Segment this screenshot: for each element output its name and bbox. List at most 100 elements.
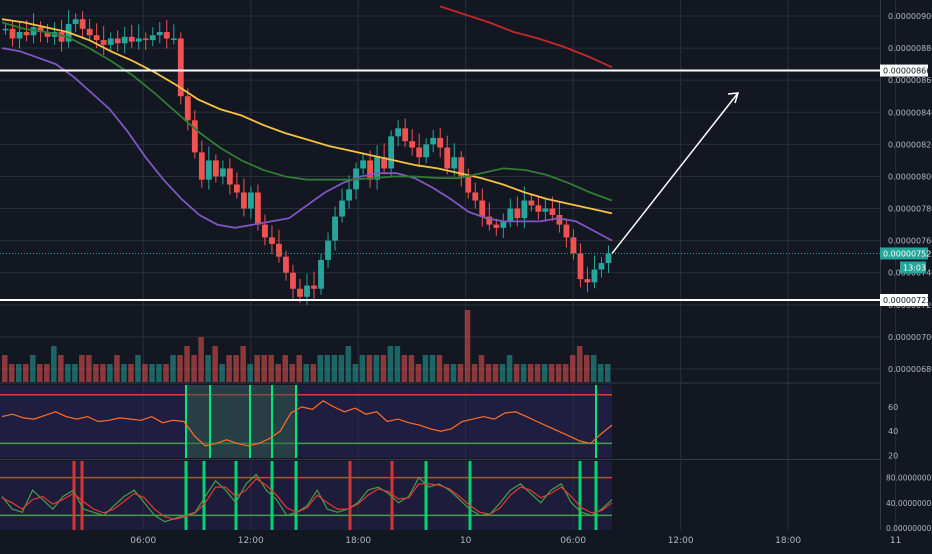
candle-body <box>479 200 486 217</box>
volume-bar <box>387 346 394 382</box>
countdown-tag <box>900 261 926 274</box>
candle-body <box>598 263 605 270</box>
candle-body <box>128 36 135 42</box>
y-tick-label: 0.00000780 <box>888 205 932 214</box>
volume-bar <box>191 355 197 382</box>
candle-body <box>563 224 570 238</box>
volume-bar <box>121 364 127 382</box>
volume-bar <box>107 364 113 382</box>
candle-body <box>16 32 23 39</box>
volume-bar <box>499 364 506 382</box>
countdown-label: 13:03 <box>903 263 926 272</box>
current-price-label: 0.00000752 <box>883 249 931 258</box>
candle-body <box>311 285 317 289</box>
level-price-label: 0.00000723 <box>883 296 931 305</box>
volume-bar <box>464 310 471 382</box>
y-tick-label: 0.00000860 <box>888 76 932 85</box>
candle-body <box>290 272 296 289</box>
volume-bar <box>177 355 183 382</box>
volume-bar <box>58 355 64 382</box>
stoch-signal-marker <box>294 461 298 530</box>
stoch-y-tick-label: 0.00000000 <box>886 524 932 533</box>
candle-body <box>605 253 612 264</box>
candle-body <box>556 214 563 225</box>
rsi-y-tick-label: 60 <box>888 403 898 412</box>
volume-bar <box>422 355 429 382</box>
volume-bar <box>23 364 29 382</box>
volume-bar <box>331 355 338 382</box>
volume-bar <box>16 364 22 382</box>
volume-bar <box>513 364 520 382</box>
candle-body <box>591 269 598 283</box>
volume-bar <box>317 355 324 382</box>
volume-bar <box>205 355 211 382</box>
volume-bar <box>156 364 162 382</box>
volume-bar <box>324 355 331 382</box>
volume-bar <box>576 346 583 382</box>
candle-body <box>297 288 303 297</box>
volume-bar <box>506 355 513 382</box>
candle-body <box>416 147 423 158</box>
volume-bar <box>30 355 36 382</box>
candle-body <box>100 40 107 45</box>
candle-body <box>23 32 30 36</box>
candle-body <box>367 160 374 180</box>
candle-body <box>276 243 282 257</box>
candle-body <box>451 157 458 169</box>
volume-bar <box>604 364 611 382</box>
volume-bar <box>226 355 232 382</box>
candle-body <box>2 28 9 31</box>
moving-average-line <box>1 18 613 215</box>
rsi-oversold-zone <box>186 385 298 458</box>
stoch-signal-marker <box>594 461 598 530</box>
volume-bar <box>555 364 562 382</box>
candle-body <box>570 237 577 254</box>
stoch-y-tick-label: 80.00000000 <box>886 474 932 483</box>
candle-body <box>402 128 409 142</box>
volume-bar <box>310 364 317 382</box>
candle-body <box>549 208 556 215</box>
volume-bar <box>366 355 373 382</box>
candle-body <box>248 192 254 209</box>
projection-arrow[interactable] <box>611 92 739 254</box>
volume-bar <box>128 364 134 382</box>
stoch-signal-marker <box>468 461 472 530</box>
candle-body <box>430 137 437 145</box>
volume-bar <box>51 346 57 382</box>
volume-bar <box>590 355 597 382</box>
candle-body <box>142 38 149 41</box>
stoch-signal-marker <box>424 461 428 530</box>
volume-bar <box>170 355 176 382</box>
y-tick-label: 0.00000700 <box>888 333 932 342</box>
volume-bar <box>478 355 485 382</box>
volume-bar <box>569 355 576 382</box>
volume-bar <box>436 355 443 382</box>
candle-body <box>332 216 338 241</box>
rsi-y-tick-label: 40 <box>888 427 898 436</box>
stoch-signal-marker <box>202 461 206 530</box>
volume-bar <box>380 355 387 382</box>
candle-body <box>584 279 591 283</box>
x-tick-label: 10 <box>460 536 472 546</box>
volume-bar <box>79 355 85 382</box>
candle-body <box>381 157 388 169</box>
volume-bar <box>9 364 15 382</box>
volume-bar <box>93 364 99 382</box>
volume-bar <box>254 355 260 382</box>
y-tick-label: 0.00000800 <box>888 172 932 181</box>
volume-bar <box>212 346 218 382</box>
candle-body <box>163 32 170 39</box>
x-tick-label: 06:00 <box>560 536 586 546</box>
candle-body <box>500 221 507 228</box>
candle-body <box>318 259 324 289</box>
volume-bar <box>492 364 499 382</box>
volume-bar <box>338 355 345 382</box>
volume-bar <box>562 364 569 382</box>
y-tick-label: 0.00000840 <box>888 108 932 117</box>
y-tick-label: 0.00000820 <box>888 140 932 149</box>
volume-bar <box>541 364 548 382</box>
candle-body <box>107 38 114 45</box>
candle-body <box>388 136 395 169</box>
